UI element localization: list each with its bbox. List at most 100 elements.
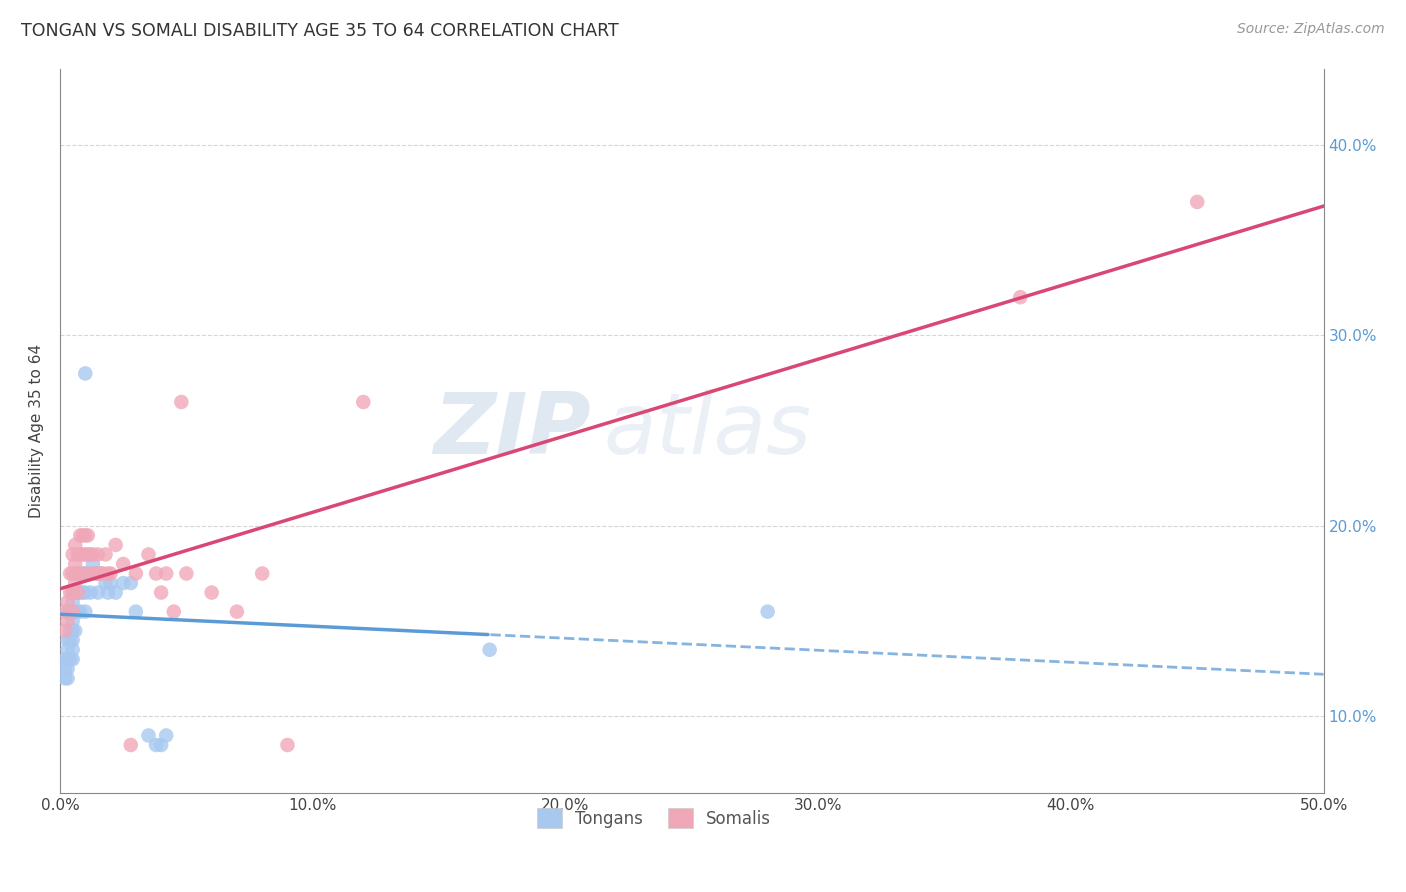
Point bbox=[112, 557, 135, 571]
Point bbox=[120, 576, 142, 591]
Point bbox=[75, 566, 97, 581]
Point bbox=[87, 566, 110, 581]
Point bbox=[76, 548, 98, 562]
Point bbox=[91, 566, 114, 581]
Point bbox=[66, 585, 89, 599]
Point bbox=[97, 585, 120, 599]
Point bbox=[75, 566, 97, 581]
Point bbox=[53, 671, 76, 685]
Point bbox=[94, 548, 117, 562]
Point bbox=[62, 614, 84, 628]
Point bbox=[63, 605, 86, 619]
Text: atlas: atlas bbox=[603, 389, 811, 472]
Point bbox=[756, 605, 779, 619]
Text: ZIP: ZIP bbox=[433, 389, 591, 472]
Point bbox=[59, 652, 82, 666]
Point bbox=[104, 585, 127, 599]
Point bbox=[62, 566, 84, 581]
Point bbox=[66, 566, 89, 581]
Point bbox=[100, 566, 122, 581]
Point bbox=[62, 595, 84, 609]
Point bbox=[176, 566, 198, 581]
Point bbox=[75, 548, 97, 562]
Point bbox=[79, 585, 101, 599]
Point bbox=[59, 585, 82, 599]
Point bbox=[82, 548, 104, 562]
Point bbox=[66, 605, 89, 619]
Point bbox=[72, 548, 94, 562]
Point bbox=[76, 528, 98, 542]
Point bbox=[75, 585, 97, 599]
Point bbox=[75, 528, 97, 542]
Point bbox=[170, 395, 193, 409]
Point bbox=[62, 624, 84, 638]
Point bbox=[201, 585, 224, 599]
Point bbox=[69, 566, 91, 581]
Point bbox=[62, 548, 84, 562]
Text: TONGAN VS SOMALI DISABILITY AGE 35 TO 64 CORRELATION CHART: TONGAN VS SOMALI DISABILITY AGE 35 TO 64… bbox=[21, 22, 619, 40]
Point bbox=[138, 729, 160, 743]
Point bbox=[87, 585, 110, 599]
Text: Source: ZipAtlas.com: Source: ZipAtlas.com bbox=[1237, 22, 1385, 37]
Point bbox=[250, 566, 273, 581]
Point bbox=[79, 566, 101, 581]
Point bbox=[56, 595, 79, 609]
Point bbox=[63, 576, 86, 591]
Point bbox=[89, 566, 111, 581]
Point bbox=[53, 652, 76, 666]
Point bbox=[276, 738, 298, 752]
Point bbox=[62, 642, 84, 657]
Point bbox=[63, 566, 86, 581]
Y-axis label: Disability Age 35 to 64: Disability Age 35 to 64 bbox=[30, 343, 44, 517]
Point bbox=[63, 538, 86, 552]
Point bbox=[63, 624, 86, 638]
Point bbox=[56, 671, 79, 685]
Point bbox=[56, 633, 79, 648]
Point bbox=[56, 652, 79, 666]
Point bbox=[87, 548, 110, 562]
Point bbox=[53, 605, 76, 619]
Point bbox=[62, 605, 84, 619]
Point bbox=[125, 605, 148, 619]
Point bbox=[63, 557, 86, 571]
Point bbox=[62, 633, 84, 648]
Point bbox=[84, 566, 107, 581]
Point bbox=[84, 566, 107, 581]
Point bbox=[94, 576, 117, 591]
Point bbox=[104, 538, 127, 552]
Point bbox=[120, 738, 142, 752]
Point bbox=[150, 738, 173, 752]
Point bbox=[79, 548, 101, 562]
Point bbox=[59, 605, 82, 619]
Point bbox=[100, 576, 122, 591]
Point bbox=[1010, 290, 1032, 304]
Point bbox=[72, 528, 94, 542]
Point bbox=[69, 585, 91, 599]
Point bbox=[112, 576, 135, 591]
Point bbox=[1187, 194, 1209, 209]
Point bbox=[59, 566, 82, 581]
Point bbox=[62, 652, 84, 666]
Point bbox=[56, 662, 79, 676]
Point bbox=[75, 605, 97, 619]
Point bbox=[97, 566, 120, 581]
Point bbox=[75, 367, 97, 381]
Point bbox=[145, 738, 167, 752]
Point bbox=[53, 624, 76, 638]
Point bbox=[145, 566, 167, 581]
Point bbox=[89, 566, 111, 581]
Point bbox=[155, 566, 177, 581]
Point bbox=[72, 585, 94, 599]
Point bbox=[56, 614, 79, 628]
Point bbox=[138, 548, 160, 562]
Point bbox=[56, 605, 79, 619]
Legend: Tongans, Somalis: Tongans, Somalis bbox=[530, 801, 778, 835]
Point bbox=[62, 605, 84, 619]
Point bbox=[163, 605, 186, 619]
Point bbox=[66, 585, 89, 599]
Point bbox=[63, 585, 86, 599]
Point bbox=[72, 566, 94, 581]
Point bbox=[66, 566, 89, 581]
Point bbox=[87, 566, 110, 581]
Point bbox=[226, 605, 249, 619]
